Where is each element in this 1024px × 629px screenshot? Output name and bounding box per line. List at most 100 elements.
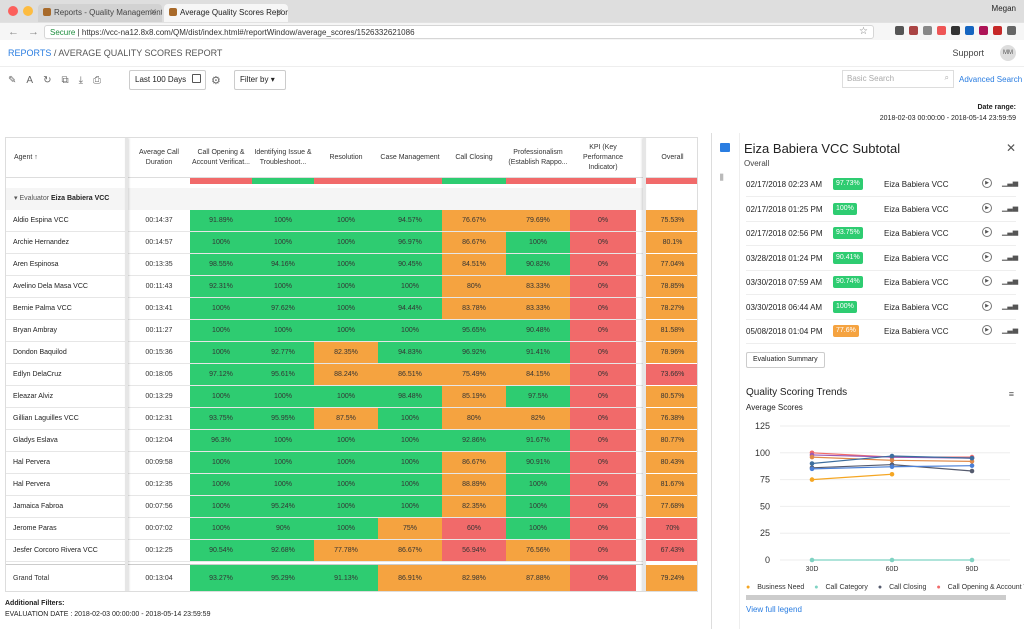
table-header: Agent ↑ Average Call Duration Call Opening… — [6, 138, 697, 178]
play-icon[interactable]: ▶ — [982, 276, 992, 286]
grid-view-icon[interactable] — [720, 143, 730, 152]
evaluation-row[interactable]: 03/30/2018 07:59 AM 90.74% Eiza Babiera … — [746, 271, 1019, 295]
filter-by-dropdown[interactable]: Filter by ▾ — [234, 70, 286, 90]
advanced-search-link[interactable]: Advanced Search — [959, 75, 1023, 84]
minimize-window-icon[interactable] — [23, 6, 33, 16]
play-icon[interactable]: ▶ — [982, 202, 992, 213]
table-cell: 0% — [570, 298, 636, 319]
evaluation-row[interactable]: 03/30/2018 06:44 AM 100% Eiza Babiera VC… — [746, 296, 1019, 320]
table-row[interactable]: Eleazar Alviz 00:13:29 100% 100% 100% 98.48% 8… — [6, 386, 697, 408]
table-row[interactable]: Archie Hernandez 00:14:57 100% 100% 100% 96.9… — [6, 232, 697, 254]
table-cell: 0% — [570, 276, 636, 297]
column-header[interactable]: Call Opening & Account Verificat... — [192, 149, 250, 166]
close-tab-icon[interactable]: ✕ — [275, 7, 283, 17]
font-icon[interactable]: A — [26, 75, 34, 86]
evaluator-group-row[interactable]: ▾ Evaluator Eiza Babiera VCC — [6, 188, 646, 210]
table-row[interactable]: Bernie Palma VCC 00:13:41 100% 97.62% 100% 94… — [6, 298, 697, 320]
browser-tab-average-scores[interactable]: Average Quality Scores Report ✕ — [164, 4, 288, 22]
browser-tab-quality-management[interactable]: Reports - Quality Management ✕ — [38, 4, 162, 22]
evaluation-row[interactable]: 03/28/2018 01:24 PM 90.41% Eiza Babiera … — [746, 247, 1019, 271]
legend-item[interactable]: ● Business Need — [746, 584, 805, 591]
date-range-select[interactable]: Last 100 Days — [129, 70, 206, 90]
column-header[interactable]: Average Call Duration — [139, 149, 179, 166]
frozen-column-divider[interactable] — [125, 138, 128, 591]
evaluation-row[interactable]: 02/17/2018 01:25 PM 100% Eiza Babiera VC… — [746, 198, 1019, 222]
bar-chart-icon[interactable]: ▁▃▅ — [1002, 180, 1019, 187]
table-cell: 100% — [314, 320, 378, 341]
avatar[interactable]: MM — [1000, 45, 1016, 61]
copy-icon[interactable]: ⧉ — [61, 75, 69, 86]
table-row[interactable]: Edlyn DelaCruz 00:18:05 97.12% 95.61% 88.24%… — [6, 364, 697, 386]
table-cell: 86.67% — [378, 540, 442, 561]
browser-user[interactable]: Megan — [991, 4, 1016, 13]
column-header[interactable]: Overall — [661, 154, 684, 161]
evaluation-row[interactable]: 05/08/2018 01:04 PM 77.6% Eiza Babiera V… — [746, 320, 1019, 344]
table-cell: Dondon Baquilod — [13, 349, 67, 356]
column-header[interactable]: Agent ↑ — [14, 154, 38, 161]
chart-view-icon[interactable]: ⫼ — [720, 173, 724, 182]
evaluation-row[interactable]: 02/17/2018 02:23 AM 97.73% Eiza Babiera … — [746, 173, 1019, 197]
column-header[interactable]: Case Management — [380, 154, 440, 161]
table-cell: Gillian Laguilles VCC — [13, 415, 79, 422]
bar-chart-icon[interactable]: ▁▃▅ — [1002, 253, 1019, 261]
table-cell: 0% — [570, 474, 636, 495]
table-row[interactable]: Aldio Espina VCC 00:14:37 91.89% 100% 100% 94… — [6, 210, 697, 232]
table-row[interactable]: Dondon Baquilod 00:15:36 100% 92.77% 82.35% 9… — [6, 342, 697, 364]
evaluation-summary-button[interactable]: Evaluation Summary — [746, 352, 825, 368]
evaluation-date: 02/17/2018 02:23 AM — [746, 180, 823, 189]
grand-total-row: Grand Total 00:13:04 93.27% 95.29% 91.13% 86.… — [6, 564, 697, 591]
play-icon[interactable]: ▶ — [982, 251, 992, 262]
table-cell: 80.57% — [646, 386, 697, 407]
column-header[interactable]: Resolution — [329, 154, 363, 161]
column-header[interactable]: Identifying Issue & Troubleshoot... — [254, 149, 312, 166]
view-full-legend-link[interactable]: View full legend — [746, 605, 802, 614]
play-icon[interactable]: ▶ — [982, 325, 992, 335]
bar-chart-icon[interactable]: ▁▃▅ — [1002, 204, 1019, 212]
table-cell: 100% — [314, 452, 378, 473]
table-row[interactable]: Gladys Eslava 00:12:04 96.3% 100% 100% 100% 92… — [6, 430, 697, 452]
table-row[interactable]: Aren Espinosa 00:13:35 98.55% 94.16% 100% 90.… — [6, 254, 697, 276]
table-row[interactable]: Hal Pervera 00:09:58 100% 100% 100% 100% 86.67… — [6, 452, 697, 474]
gear-icon[interactable]: ⚙ — [211, 75, 221, 87]
table-cell: 88.24% — [314, 364, 378, 385]
bar-chart-icon[interactable]: ▁▃▅ — [1002, 278, 1019, 285]
table-row[interactable]: Jamaica Fabroa 00:07:56 100% 95.24% 100% 100%… — [6, 496, 697, 518]
print-icon[interactable]: ⎙ — [93, 75, 102, 86]
frozen-column-divider[interactable] — [643, 138, 646, 591]
play-icon[interactable]: ▶ — [982, 227, 992, 237]
evaluation-row[interactable]: 02/17/2018 02:56 PM 93.75% Eiza Babiera … — [746, 222, 1019, 246]
table-row[interactable]: Jesfer Corcoro Rivera VCC 00:12:25 90.54% 9… — [6, 540, 697, 562]
table-cell: Avelino Dela Masa VCC — [13, 283, 88, 290]
breadcrumb-reports-link[interactable]: REPORTS — [8, 48, 52, 58]
download-icon[interactable]: ⤓ — [78, 75, 84, 86]
bookmark-star-icon[interactable]: ☆ — [859, 26, 868, 37]
bar-chart-icon[interactable]: ▁▃▅ — [1002, 327, 1019, 334]
basic-search-input[interactable]: Basic Search ⌕ — [842, 70, 954, 88]
support-link[interactable]: Support — [952, 48, 984, 58]
edit-icon[interactable]: ✎ — [8, 75, 17, 86]
table-row[interactable]: Hal Pervera 00:12:35 100% 100% 100% 100% 88.89… — [6, 474, 697, 496]
close-window-icon[interactable] — [8, 6, 18, 16]
table-row[interactable]: Avelino Dela Masa VCC 00:11:43 92.31% 100% 1… — [6, 276, 697, 298]
legend-item[interactable]: ● Call Opening & Account Verific... — [936, 584, 1024, 591]
data-point — [809, 466, 815, 472]
table-row[interactable]: Gillian Laguilles VCC 00:12:31 93.75% 95.95… — [6, 408, 697, 430]
legend-item[interactable]: ● Call Closing — [877, 584, 927, 591]
play-icon[interactable]: ▶ — [982, 300, 992, 311]
table-row[interactable]: Bryan Ambray 00:11:27 100% 100% 100% 100% 95.6… — [6, 320, 697, 342]
close-tab-icon[interactable]: ✕ — [149, 7, 157, 17]
play-icon[interactable]: ▶ — [982, 178, 992, 188]
bar-chart-icon[interactable]: ▁▃▅ — [1002, 229, 1019, 236]
bar-chart-icon[interactable]: ▁▃▅ — [1002, 302, 1019, 310]
column-header[interactable]: Call Closing — [455, 154, 493, 161]
column-header[interactable]: KPI (Key Performance Indicator) — [582, 144, 624, 171]
chart-menu-icon[interactable]: ≡ — [1008, 389, 1014, 399]
table-cell: 92.31% — [190, 276, 252, 297]
extension-icons[interactable] — [895, 26, 1016, 35]
close-icon[interactable]: ✕ — [1005, 141, 1016, 155]
address-bar[interactable]: Secure | https://vcc-na12.8x8.com/QM/dis… — [44, 25, 874, 39]
table-row[interactable]: Jerome Paras 00:07:02 100% 90% 100% 75% 60% 100… — [6, 518, 697, 540]
refresh-icon[interactable]: ↻ — [43, 75, 52, 86]
legend-item[interactable]: ● Call Category — [814, 584, 868, 591]
column-header[interactable]: Professionalism (Establish Rappo... — [508, 149, 568, 166]
